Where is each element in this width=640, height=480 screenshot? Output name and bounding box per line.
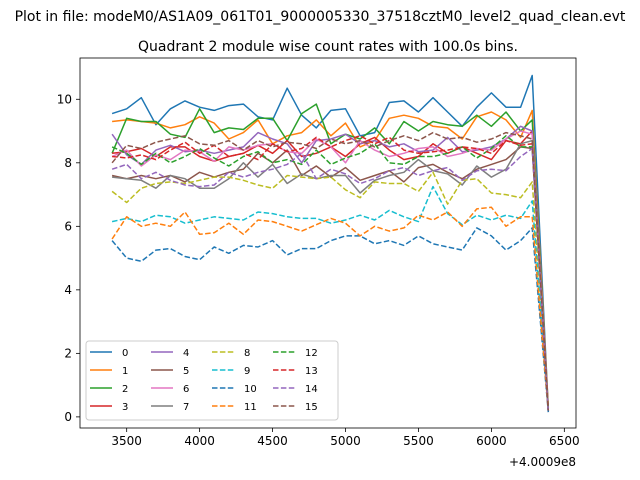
plot-frame [79, 57, 577, 429]
legend-box [85, 340, 339, 421]
y-tick-label: 4 [64, 283, 72, 297]
legend-label-4: 4 [183, 348, 189, 359]
legend-label-1: 1 [122, 366, 128, 377]
x-tick-label: 6500 [549, 434, 580, 448]
x-tick-label: 4000 [184, 434, 215, 448]
series-line-5 [111, 146, 550, 413]
legend-label-9: 9 [244, 366, 250, 377]
series-line-11 [111, 206, 550, 411]
series-line-0 [111, 74, 550, 409]
series-layer [111, 74, 550, 413]
x-axis: 3500 4000 4500 5000 5500 6000 6500 [111, 428, 580, 448]
legend-label-8: 8 [244, 348, 250, 359]
legend-label-14: 14 [305, 384, 318, 395]
x-axis-offset-label: +4.0009e8 [509, 455, 576, 469]
legend-label-6: 6 [183, 384, 189, 395]
y-tick-label: 0 [64, 410, 72, 424]
y-tick-label: 10 [57, 92, 72, 106]
series-line-2 [111, 103, 550, 411]
series-line-8 [111, 171, 550, 408]
x-tick-label: 5500 [403, 434, 434, 448]
legend-label-3: 3 [122, 402, 128, 413]
y-tick-label: 6 [64, 219, 72, 233]
x-tick-label: 5000 [330, 434, 361, 448]
series-line-9 [111, 185, 550, 409]
figure-suptitle: Plot in file: modeM0/AS1A09_061T01_90000… [15, 9, 626, 25]
series-line-15 [111, 131, 550, 411]
legend-label-0: 0 [122, 348, 128, 359]
series-line-1 [112, 109, 550, 408]
legend-label-2: 2 [122, 384, 128, 395]
y-tick-label: 8 [64, 156, 72, 170]
legend-label-15: 15 [305, 402, 318, 413]
y-tick-label: 2 [64, 346, 72, 360]
legend-label-13: 13 [305, 366, 318, 377]
x-tick-label: 4500 [257, 434, 288, 448]
legend-label-5: 5 [183, 366, 189, 377]
series-line-4 [111, 125, 550, 411]
chart-title: Quadrant 2 module wise count rates with … [138, 39, 518, 55]
legend-label-7: 7 [183, 402, 189, 413]
series-line-10 [111, 227, 550, 413]
y-axis: 0 2 4 6 8 10 [57, 92, 80, 424]
legend-label-12: 12 [305, 348, 318, 359]
series-line-6 [111, 130, 550, 411]
x-tick-label: 3500 [111, 434, 142, 448]
series-line-7 [112, 139, 550, 413]
x-tick-label: 6000 [476, 434, 507, 448]
legend-label-11: 11 [244, 402, 257, 413]
series-line-14 [111, 147, 550, 413]
legend-label-10: 10 [244, 384, 257, 395]
